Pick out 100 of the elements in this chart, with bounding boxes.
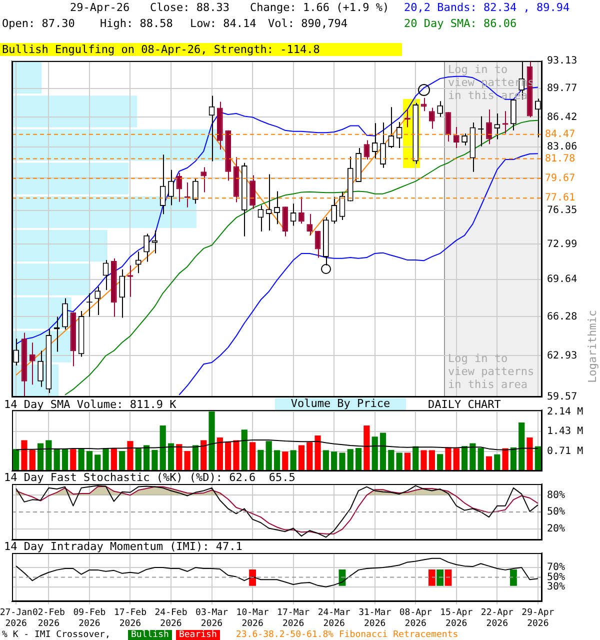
- text: High: 88.58: [100, 17, 173, 30]
- y-tick-label: 83.06: [547, 142, 578, 153]
- candlestick: [494, 112, 500, 140]
- text: Close: 88.33: [150, 1, 230, 14]
- bar: [266, 441, 272, 471]
- bar: [388, 450, 394, 471]
- y-tick-label: 70%: [547, 562, 566, 574]
- x-tick-label: 15-Apr 2026: [440, 608, 474, 629]
- bar: [12, 264, 90, 296]
- bar: [225, 442, 232, 471]
- candlestick: [331, 196, 338, 224]
- bar: [29, 450, 36, 471]
- bar: [461, 446, 468, 471]
- y-tick-label: 20%: [547, 523, 566, 534]
- bar: [339, 452, 346, 471]
- candlestick: [486, 108, 492, 145]
- candlestick: [144, 233, 150, 262]
- y-tick-label: 2.14 M: [547, 406, 584, 418]
- bar: [37, 443, 44, 471]
- ref-line-label: 77.61: [545, 192, 576, 204]
- candlestick: [478, 116, 484, 147]
- candlestick: [298, 196, 304, 224]
- text: 20,2 Bands: 82.34 , 89.94: [404, 1, 570, 14]
- y-tick-label: 80%: [547, 490, 566, 501]
- bar: [152, 450, 158, 471]
- bar: [110, 448, 117, 471]
- bar: [160, 426, 166, 471]
- y-axis-title: Logarithmic: [586, 310, 599, 383]
- ref-line-label: 79.67: [545, 172, 576, 184]
- candlestick: [306, 213, 313, 236]
- bar: [274, 450, 280, 471]
- x-tick-label: 27-Jan 2026: [0, 608, 32, 629]
- candlestick: [168, 169, 174, 206]
- bar: [518, 422, 525, 471]
- bar: [437, 454, 444, 471]
- bar: [526, 437, 533, 471]
- candlestick: [135, 251, 142, 274]
- y-tick-label: 69.64: [547, 274, 578, 286]
- bar: [420, 450, 427, 471]
- bar: [322, 450, 329, 471]
- y-tick-label: 76.35: [547, 204, 578, 216]
- bar: [70, 449, 76, 471]
- bar: [445, 447, 452, 471]
- chart-title: 14 Day Intraday Momentum (IMI): 47.1: [3, 540, 242, 553]
- x-tick-label: 02-Feb 2026: [32, 608, 65, 629]
- bar: [298, 445, 305, 471]
- text: Change: 1.66 (+1.9 %): [250, 1, 390, 14]
- bar: [54, 449, 60, 471]
- candlestick: [380, 122, 386, 168]
- bar: [94, 454, 101, 471]
- candlestick: [94, 286, 101, 316]
- candlestick: [274, 190, 280, 225]
- y-tick-label: 89.77: [547, 83, 578, 94]
- bar: [127, 441, 134, 471]
- bar: [12, 196, 196, 228]
- bar: [314, 436, 321, 471]
- candlestick: [176, 172, 182, 202]
- ref-line-label: 81.78: [545, 153, 576, 164]
- text: 23.6-38.2-50-61.8% Fibonacci Retracements: [236, 630, 458, 640]
- candlestick: [428, 107, 435, 130]
- text: Bearish: [176, 630, 220, 640]
- bar: [380, 432, 386, 471]
- chart-title: 14 Day Fast Stochastic (%K) (%D): 62.6 65.5: [3, 471, 296, 484]
- text: Open: 87.30: [2, 17, 75, 30]
- x-tick-label: 10-Mar 2026: [236, 608, 270, 629]
- y-tick-label: 50%: [547, 572, 566, 583]
- y-tick-label: 93.13: [547, 56, 578, 67]
- bar: [135, 448, 142, 471]
- chart-title: 14 Day SMA Volume: 811.9 K: [3, 398, 176, 411]
- candlestick: [250, 174, 256, 210]
- y-tick-label: 50%: [547, 506, 566, 518]
- annotation: Log in to view patterns in this area: [448, 352, 536, 391]
- text: Bullish: [128, 630, 172, 640]
- bar: [534, 446, 541, 471]
- bar: [78, 448, 84, 471]
- bar: [233, 440, 240, 471]
- x-tick-label: 24-Mar 2026: [318, 608, 351, 629]
- bar: [176, 444, 182, 471]
- bar: [486, 456, 492, 471]
- candlestick: [420, 97, 427, 112]
- candlestick: [266, 174, 272, 232]
- bar: [102, 448, 109, 471]
- x-tick-label: 31-Mar 2026: [358, 608, 392, 629]
- bar: [12, 162, 129, 194]
- text: 20 Day SMA: 86.06: [404, 17, 517, 30]
- text: % K - IMI Crossover,: [2, 630, 110, 640]
- candlestick: [453, 126, 460, 149]
- text: Low: 84.14: [190, 17, 256, 30]
- bar: [453, 448, 460, 471]
- candlestick: [364, 140, 370, 160]
- y-tick-label: 86.42: [547, 112, 578, 123]
- candlestick: [388, 106, 394, 149]
- chart-title: Bullish Engulfing on 08-Apr-26, Strength: -114.8: [0, 43, 402, 56]
- bar: [21, 440, 28, 471]
- x-tick-label: 17-Feb 2026: [114, 608, 146, 629]
- bar: [12, 96, 138, 128]
- candlestick: [29, 342, 36, 386]
- x-tick-label: 08-Apr 2026: [399, 608, 432, 629]
- bar: [290, 450, 296, 471]
- y-tick-label: 1.43 M: [547, 426, 584, 437]
